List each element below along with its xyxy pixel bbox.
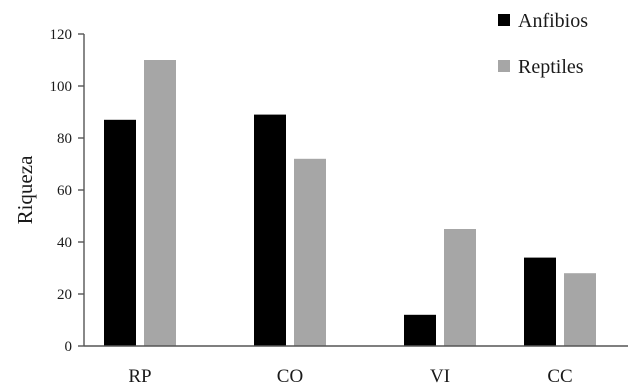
bar-reptiles-rp xyxy=(144,60,176,346)
y-tick-label: 100 xyxy=(50,79,73,95)
legend: Anfibios Reptiles xyxy=(498,10,588,78)
x-category-label: CO xyxy=(277,366,303,387)
bar-reptiles-co xyxy=(294,158,326,346)
y-tick-label: 60 xyxy=(57,183,72,199)
y-tick-label: 40 xyxy=(57,235,72,251)
x-category-label: RP xyxy=(128,366,151,387)
y-tick-label: 80 xyxy=(57,131,72,147)
y-tick-label: 20 xyxy=(57,287,72,303)
bars-layer xyxy=(104,60,596,346)
legend-swatch-reptiles xyxy=(498,60,510,72)
bar-anfibios-co xyxy=(254,114,286,346)
y-tick-label: 120 xyxy=(50,27,73,43)
bar-anfibios-vi xyxy=(404,314,436,346)
y-ticks-layer: 0 20 40 60 80 100 120 xyxy=(50,27,84,355)
legend-swatch-anfibios xyxy=(498,14,510,26)
x-labels-layer: RP CO VI CC xyxy=(128,366,572,387)
legend-label-reptiles: Reptiles xyxy=(518,56,584,78)
bar-anfibios-rp xyxy=(104,119,136,346)
x-category-label: CC xyxy=(547,366,572,387)
y-axis-title: Riqueza xyxy=(13,155,37,224)
bar-reptiles-cc xyxy=(564,273,596,346)
bar-reptiles-vi xyxy=(444,229,476,346)
x-category-label: VI xyxy=(430,366,450,387)
bar-anfibios-cc xyxy=(524,257,556,346)
y-tick-label: 0 xyxy=(65,339,73,355)
legend-label-anfibios: Anfibios xyxy=(518,10,588,32)
